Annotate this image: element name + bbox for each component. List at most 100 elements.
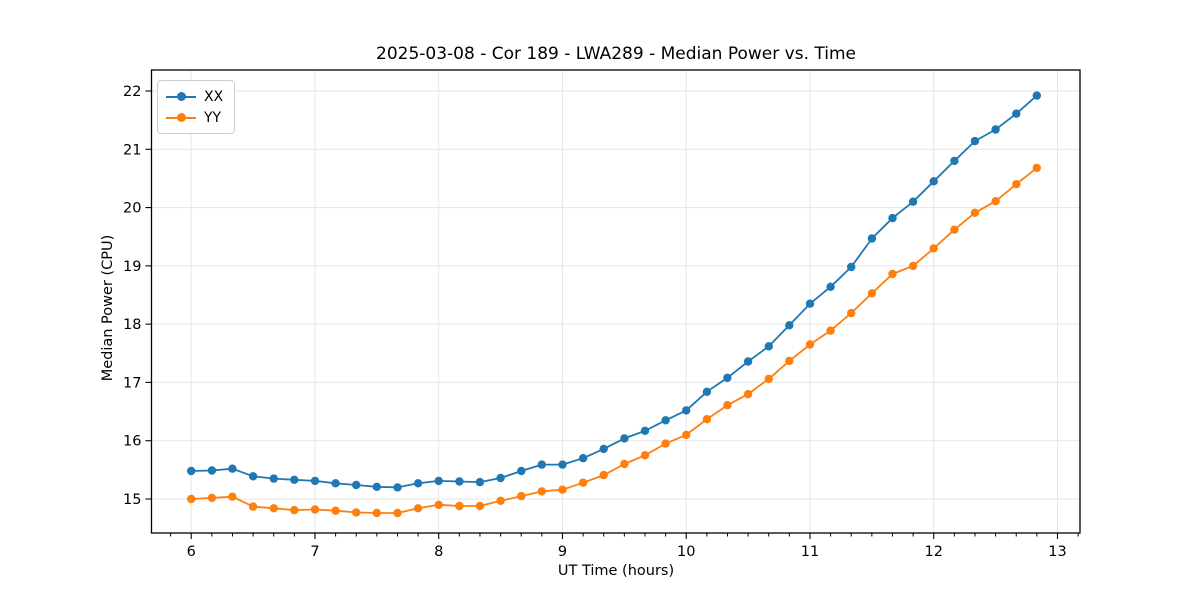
data-point-xx	[805, 299, 815, 308]
y-tick-label: 19	[123, 259, 141, 275]
x-tick-label: 12	[925, 544, 943, 560]
chart-title: 2025-03-08 - Cor 189 - LWA289 - Median P…	[376, 44, 856, 64]
x-tick-label: 8	[434, 544, 443, 560]
data-point-xx	[888, 213, 897, 223]
legend-item-yy: YY	[166, 107, 223, 128]
data-point-xx	[496, 473, 505, 483]
data-point-xx	[372, 482, 381, 491]
data-point-yy	[393, 508, 402, 518]
y-tick-label: 20	[123, 201, 141, 217]
data-point-yy	[496, 496, 505, 505]
data-point-xx	[929, 177, 938, 186]
data-point-xx	[331, 479, 340, 488]
y-tick-label: 16	[123, 434, 141, 450]
series-line-xx	[191, 94, 1038, 489]
data-point-xx	[393, 483, 402, 492]
legend-marker-xx-icon	[166, 92, 196, 102]
data-point-xx	[908, 197, 918, 206]
data-point-xx	[1012, 109, 1021, 118]
legend-label-yy: YY	[204, 109, 222, 126]
x-tick-label: 10	[677, 544, 695, 560]
data-point-yy	[682, 430, 691, 440]
data-point-xx	[310, 476, 320, 486]
data-point-yy	[620, 459, 629, 469]
data-point-yy	[867, 289, 877, 298]
data-point-xx	[475, 477, 485, 487]
data-point-xx	[413, 479, 423, 488]
data-point-yy	[352, 508, 361, 517]
x-tick-label: 11	[801, 544, 819, 560]
x-tick-label: 6	[187, 544, 196, 560]
x-tick-label: 7	[310, 544, 319, 560]
data-point-xx	[723, 373, 732, 382]
legend-label-xx: XX	[204, 88, 224, 105]
data-point-yy	[929, 244, 938, 253]
x-tick-label: 13	[1048, 544, 1066, 560]
data-point-yy	[888, 269, 897, 279]
data-point-xx	[228, 464, 237, 473]
data-point-yy	[413, 504, 423, 513]
data-point-yy	[743, 389, 753, 399]
data-point-yy	[1012, 180, 1021, 189]
data-point-xx	[661, 416, 670, 425]
data-point-yy	[517, 491, 526, 501]
data-point-yy	[805, 340, 815, 349]
data-point-xx	[352, 480, 361, 490]
data-point-xx	[558, 460, 567, 469]
data-point-xx	[847, 262, 856, 272]
data-point-xx	[269, 474, 278, 483]
data-point-xx	[434, 476, 443, 486]
data-point-yy	[640, 451, 650, 460]
data-point-yy	[331, 506, 340, 515]
data-point-xx	[867, 234, 877, 243]
legend-item-xx: XX	[166, 86, 223, 107]
x-axis-label: UT Time (hours)	[557, 563, 675, 579]
data-point-xx	[826, 282, 835, 291]
data-point-xx	[207, 466, 217, 475]
data-point-yy	[723, 401, 732, 410]
y-tick-label: 15	[123, 492, 141, 508]
data-point-yy	[434, 500, 443, 509]
data-point-yy	[578, 478, 588, 487]
data-point-yy	[372, 508, 381, 518]
data-point-xx	[950, 156, 959, 166]
data-point-yy	[269, 504, 278, 513]
data-point-yy	[475, 501, 485, 511]
data-point-xx	[702, 387, 712, 396]
data-point-yy	[764, 374, 773, 384]
legend: XX YY	[157, 80, 236, 134]
data-point-xx	[682, 406, 691, 415]
y-tick-label: 21	[123, 142, 141, 158]
data-point-yy	[950, 225, 959, 234]
data-point-yy	[991, 197, 1000, 206]
plot-border	[150, 69, 1081, 534]
y-tick-label: 18	[123, 317, 141, 333]
y-tick-label: 17	[123, 375, 141, 391]
data-point-yy	[455, 501, 464, 511]
data-point-yy	[599, 470, 608, 480]
y-axis-label: Median Power (CPU)	[100, 234, 116, 382]
data-point-xx	[640, 426, 650, 435]
data-point-xx	[764, 342, 773, 351]
data-point-xx	[991, 125, 1000, 134]
data-point-yy	[537, 487, 546, 496]
data-point-xx	[517, 466, 526, 476]
data-point-xx	[248, 472, 258, 481]
data-point-yy	[310, 505, 320, 514]
data-point-yy	[702, 415, 712, 424]
data-point-yy	[908, 261, 918, 271]
data-point-yy	[290, 505, 299, 515]
data-point-yy	[847, 308, 856, 318]
data-point-xx	[578, 454, 588, 463]
data-point-yy	[207, 493, 217, 503]
data-point-xx	[743, 357, 753, 366]
data-point-xx	[537, 460, 546, 469]
data-point-yy	[558, 485, 567, 494]
data-point-yy	[187, 494, 196, 504]
data-point-xx	[1032, 91, 1042, 100]
data-point-yy	[228, 492, 237, 501]
data-point-xx	[620, 434, 629, 443]
series-line-yy	[191, 167, 1038, 514]
